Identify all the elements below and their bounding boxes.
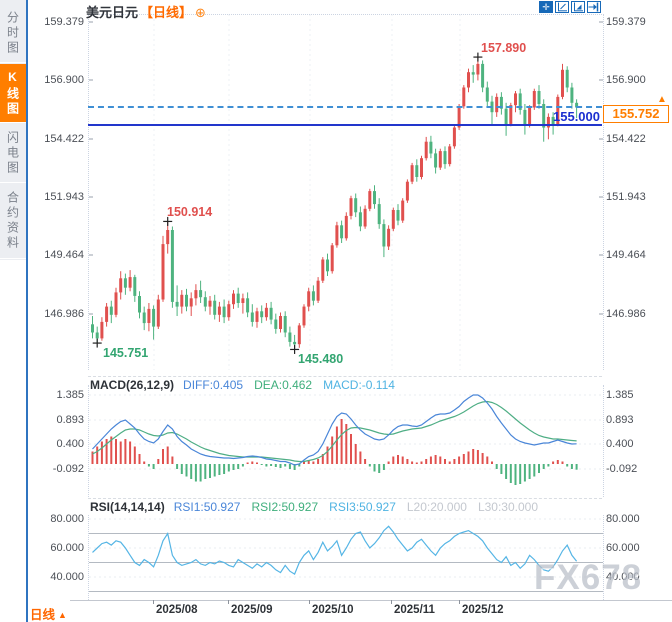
pan-to-latest-icon[interactable] xyxy=(587,1,601,13)
sidebar: 分时图 K线图 闪电图 合约资料 xyxy=(0,0,28,622)
price-axis-label: 159.379 xyxy=(44,16,84,28)
x-axis-tick xyxy=(153,600,154,604)
rsi-axis-label: 60.000 xyxy=(606,542,640,554)
x-axis-tick xyxy=(391,600,392,604)
crosshair-icon[interactable]: ✛ xyxy=(539,1,553,13)
sidebar-item-lightning-chart[interactable]: 闪电图 xyxy=(0,124,26,183)
annotation-low-left: 145.751 xyxy=(103,346,149,360)
x-axis-label: 2025/11 xyxy=(394,604,435,616)
macd-axis-label: -0.092 xyxy=(606,463,638,475)
rsi-title: RSI(14,14,14) xyxy=(90,500,165,514)
price-axis-label: 146.986 xyxy=(44,308,84,320)
x-axis-label: 2025/12 xyxy=(462,604,504,616)
rsi-axis-label: 80.000 xyxy=(606,513,640,525)
chart-toolbar: ✛ xyxy=(539,1,601,13)
rsi-axis-label: 40.000 xyxy=(50,571,84,583)
rsi-axis-label: 40.000 xyxy=(606,571,640,583)
macd-axis-label: 0.893 xyxy=(56,414,84,426)
macd-header: MACD(26,12,9) DIFF:0.405 DEA:0.462 MACD:-0.… xyxy=(90,378,395,392)
macd-axis-label: 1.385 xyxy=(56,389,84,401)
x-axis-label: 2025/10 xyxy=(312,604,354,616)
macd-diff-value: DIFF:0.405 xyxy=(183,378,244,392)
macd-canvas[interactable] xyxy=(89,385,603,497)
candlestick-panel[interactable] xyxy=(88,14,604,370)
macd-title: MACD(26,12,9) xyxy=(90,378,175,392)
macd-axis-label: 0.400 xyxy=(606,438,634,450)
alert-price-line[interactable] xyxy=(88,124,602,126)
price-axis-label: 154.422 xyxy=(606,133,646,145)
footer-timeframe-label: 日线 xyxy=(30,608,56,622)
macd-panel[interactable] xyxy=(88,385,604,497)
last-price-up-arrow-icon: ▲ xyxy=(657,94,667,105)
sidebar-item-contract-info[interactable]: 合约资料 xyxy=(0,184,26,259)
macd-axis-label: -0.092 xyxy=(52,463,84,475)
sidebar-item-kline-chart[interactable]: K线图 xyxy=(0,64,26,123)
price-axis-label: 151.943 xyxy=(606,191,646,203)
rsi-axis-label: 60.000 xyxy=(50,542,84,554)
axis-auto-scale-icon[interactable] xyxy=(571,1,585,13)
x-axis-tick xyxy=(309,600,310,604)
rsi2-value: RSI2:50.927 xyxy=(251,500,319,514)
price-axis-label: 159.379 xyxy=(606,16,646,28)
macd-axis-label: 1.385 xyxy=(606,389,634,401)
macd-panel-separator xyxy=(88,376,602,377)
rsi-l30-value: L30:30.000 xyxy=(477,500,538,514)
footer-timeframe-selector[interactable]: 日线 ▲ xyxy=(30,604,67,622)
price-axis-label: 156.900 xyxy=(606,74,646,86)
timeframe-label: 【日线】 xyxy=(140,5,193,20)
rsi-header: RSI(14,14,14) RSI1:50.927 RSI2:50.927 RSI3:… xyxy=(90,500,538,514)
macd-axis-label: 0.893 xyxy=(606,414,634,426)
annotation-swing-high: 150.914 xyxy=(167,205,213,219)
symbol-name: 美元日元 xyxy=(86,5,139,20)
macd-value: MACD:-0.114 xyxy=(323,378,395,392)
axis-scale-icon[interactable] xyxy=(555,1,569,13)
price-axis-label: 156.900 xyxy=(44,74,84,86)
last-price-tag: 155.752 xyxy=(603,105,669,123)
rsi-canvas[interactable] xyxy=(89,515,603,600)
rsi3-value: RSI3:50.927 xyxy=(329,500,396,514)
rsi-panel-separator xyxy=(88,498,602,499)
timeframe-dropdown-arrow-icon: ▲ xyxy=(58,610,67,620)
macd-dea-value: DEA:0.462 xyxy=(254,378,313,392)
price-axis-label: 151.943 xyxy=(44,191,84,203)
rsi1-value: RSI1:50.927 xyxy=(173,500,241,514)
macd-axis-label: 0.400 xyxy=(56,438,84,450)
candlestick-canvas[interactable] xyxy=(89,14,603,370)
annotation-low-mid: 145.480 xyxy=(298,352,344,366)
price-axis-label: 154.422 xyxy=(44,133,84,145)
x-axis-tick xyxy=(228,600,229,604)
alert-price-label: 155.000 xyxy=(553,109,600,124)
x-axis-label: 2025/09 xyxy=(231,604,273,616)
rsi-l20-value: L20:20.000 xyxy=(406,500,467,514)
x-axis-label: 2025/08 xyxy=(156,604,198,616)
rsi-axis-label: 80.000 xyxy=(50,513,84,525)
price-axis-label: 149.464 xyxy=(606,249,646,261)
chart-title: 美元日元 【日线】 ⊕ xyxy=(86,2,206,21)
sidebar-item-time-chart[interactable]: 分时图 xyxy=(0,4,26,63)
price-axis-label: 146.986 xyxy=(606,308,646,320)
price-axis-label: 149.464 xyxy=(44,249,84,261)
x-axis-tick xyxy=(459,600,460,604)
add-indicator-icon[interactable]: ⊕ xyxy=(195,5,206,20)
last-price-dashed-line xyxy=(88,106,602,108)
x-axis-line xyxy=(70,600,672,601)
rsi-panel[interactable] xyxy=(88,515,604,600)
annotation-high: 157.890 xyxy=(481,41,527,55)
main-chart-top-border xyxy=(88,14,602,15)
